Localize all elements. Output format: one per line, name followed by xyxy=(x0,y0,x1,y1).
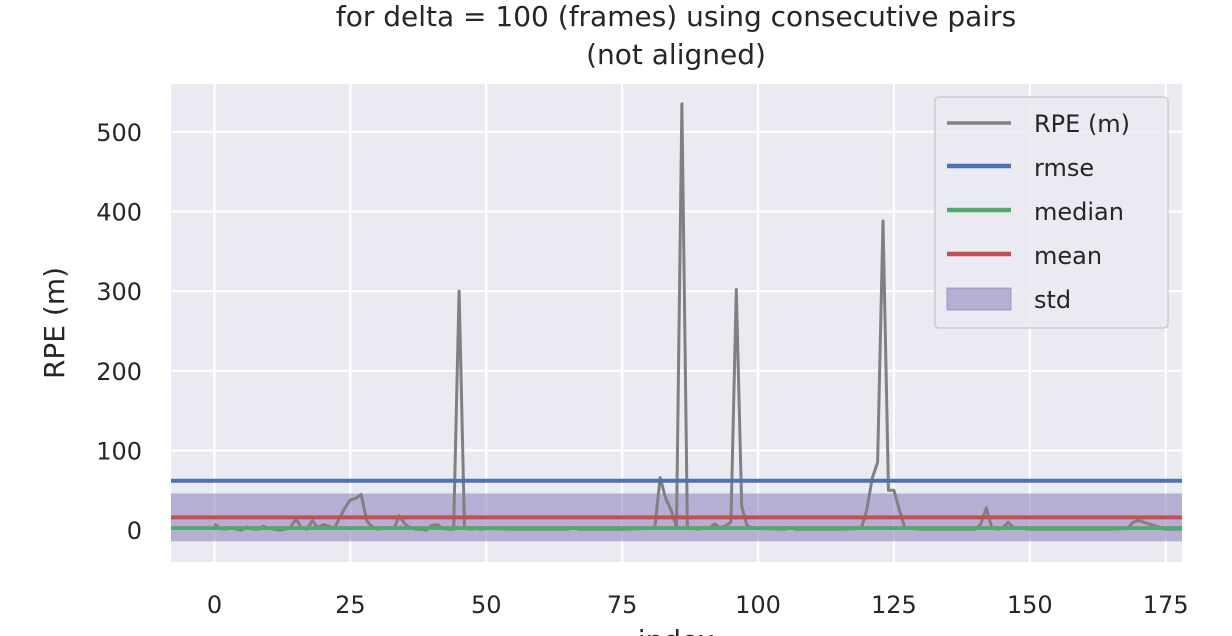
legend-label-median: median xyxy=(1034,198,1124,226)
chart-title-line-1: for delta = 100 (frames) using consecuti… xyxy=(336,0,1016,33)
x-tick-labels: 0 25 50 75 100 125 150 175 xyxy=(207,591,1189,619)
x-tick-label: 0 xyxy=(207,591,222,619)
x-tick-label: 50 xyxy=(471,591,502,619)
y-tick-label: 400 xyxy=(96,198,142,226)
x-tick-label: 100 xyxy=(735,591,781,619)
x-tick-label: 25 xyxy=(335,591,366,619)
x-tick-label: 175 xyxy=(1143,591,1189,619)
y-tick-labels: 0 100 200 300 400 500 xyxy=(96,119,142,545)
legend-swatch-std xyxy=(946,287,1012,311)
y-tick-label: 100 xyxy=(96,437,142,465)
y-tick-label: 0 xyxy=(127,517,142,545)
y-tick-label: 300 xyxy=(96,278,142,306)
x-tick-label: 75 xyxy=(607,591,638,619)
x-axis-label: index xyxy=(638,624,715,636)
legend-label-rmse: rmse xyxy=(1034,154,1094,182)
y-tick-label: 500 xyxy=(96,119,142,147)
legend-box xyxy=(934,96,1169,329)
x-tick-label: 150 xyxy=(1007,591,1053,619)
y-tick-label: 200 xyxy=(96,358,142,386)
y-axis-label: RPE (m) xyxy=(38,267,71,379)
chart-title-line-2: (not aligned) xyxy=(586,38,766,71)
legend-label-mean: mean xyxy=(1034,242,1102,270)
legend: RPE (m) rmse median mean std xyxy=(934,96,1169,329)
legend-label-std: std xyxy=(1034,286,1071,314)
plot-marks xyxy=(171,102,1182,542)
x-tick-label: 125 xyxy=(871,591,917,619)
legend-label-rpe: RPE (m) xyxy=(1034,110,1130,138)
